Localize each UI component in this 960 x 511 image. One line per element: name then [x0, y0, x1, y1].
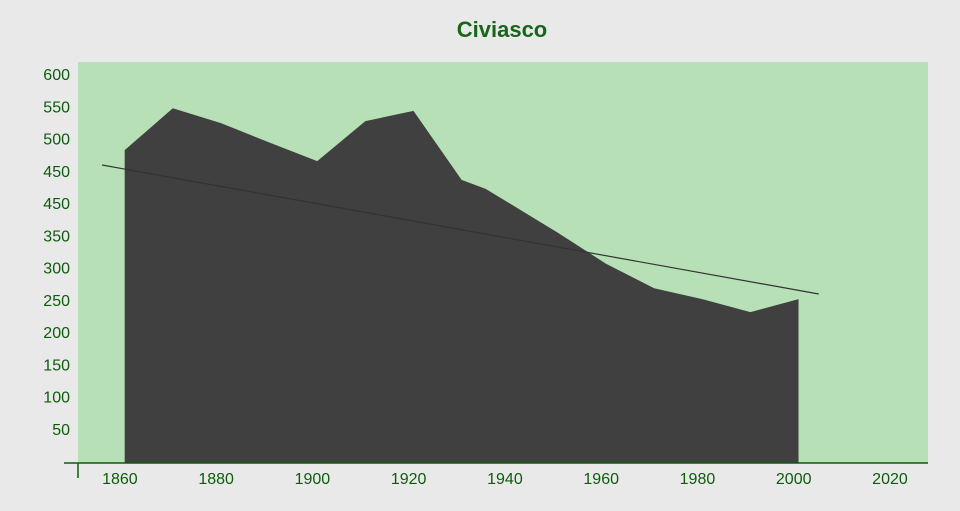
chart-title: Civiasco: [457, 17, 548, 42]
y-tick-label: 50: [52, 422, 70, 439]
y-tick-label: 600: [43, 67, 70, 84]
y-tick-label: 200: [43, 325, 70, 342]
x-tick-label: 1880: [198, 471, 234, 488]
x-tick-label: 1860: [102, 471, 138, 488]
x-tick-label: 1900: [295, 471, 331, 488]
x-tick-label: 1940: [487, 471, 523, 488]
y-tick-label: 450: [43, 196, 70, 213]
x-tick-label: 2000: [776, 471, 812, 488]
y-tick-label: 350: [43, 228, 70, 245]
trend-line: [101, 164, 819, 295]
population-area: [124, 108, 799, 464]
x-tick-label: 1960: [583, 471, 619, 488]
y-tick-label: 100: [43, 390, 70, 407]
y-tick-label: 300: [43, 261, 70, 278]
y-tick-label: 500: [43, 132, 70, 149]
x-tick-label: 1980: [680, 471, 716, 488]
x-tick-label: 1920: [391, 471, 427, 488]
x-tick-label: 2020: [872, 471, 908, 488]
y-tick-label: 150: [43, 357, 70, 374]
y-tick-label: 550: [43, 99, 70, 116]
y-tick-label: 450: [43, 164, 70, 181]
y-tick-label: 250: [43, 293, 70, 310]
